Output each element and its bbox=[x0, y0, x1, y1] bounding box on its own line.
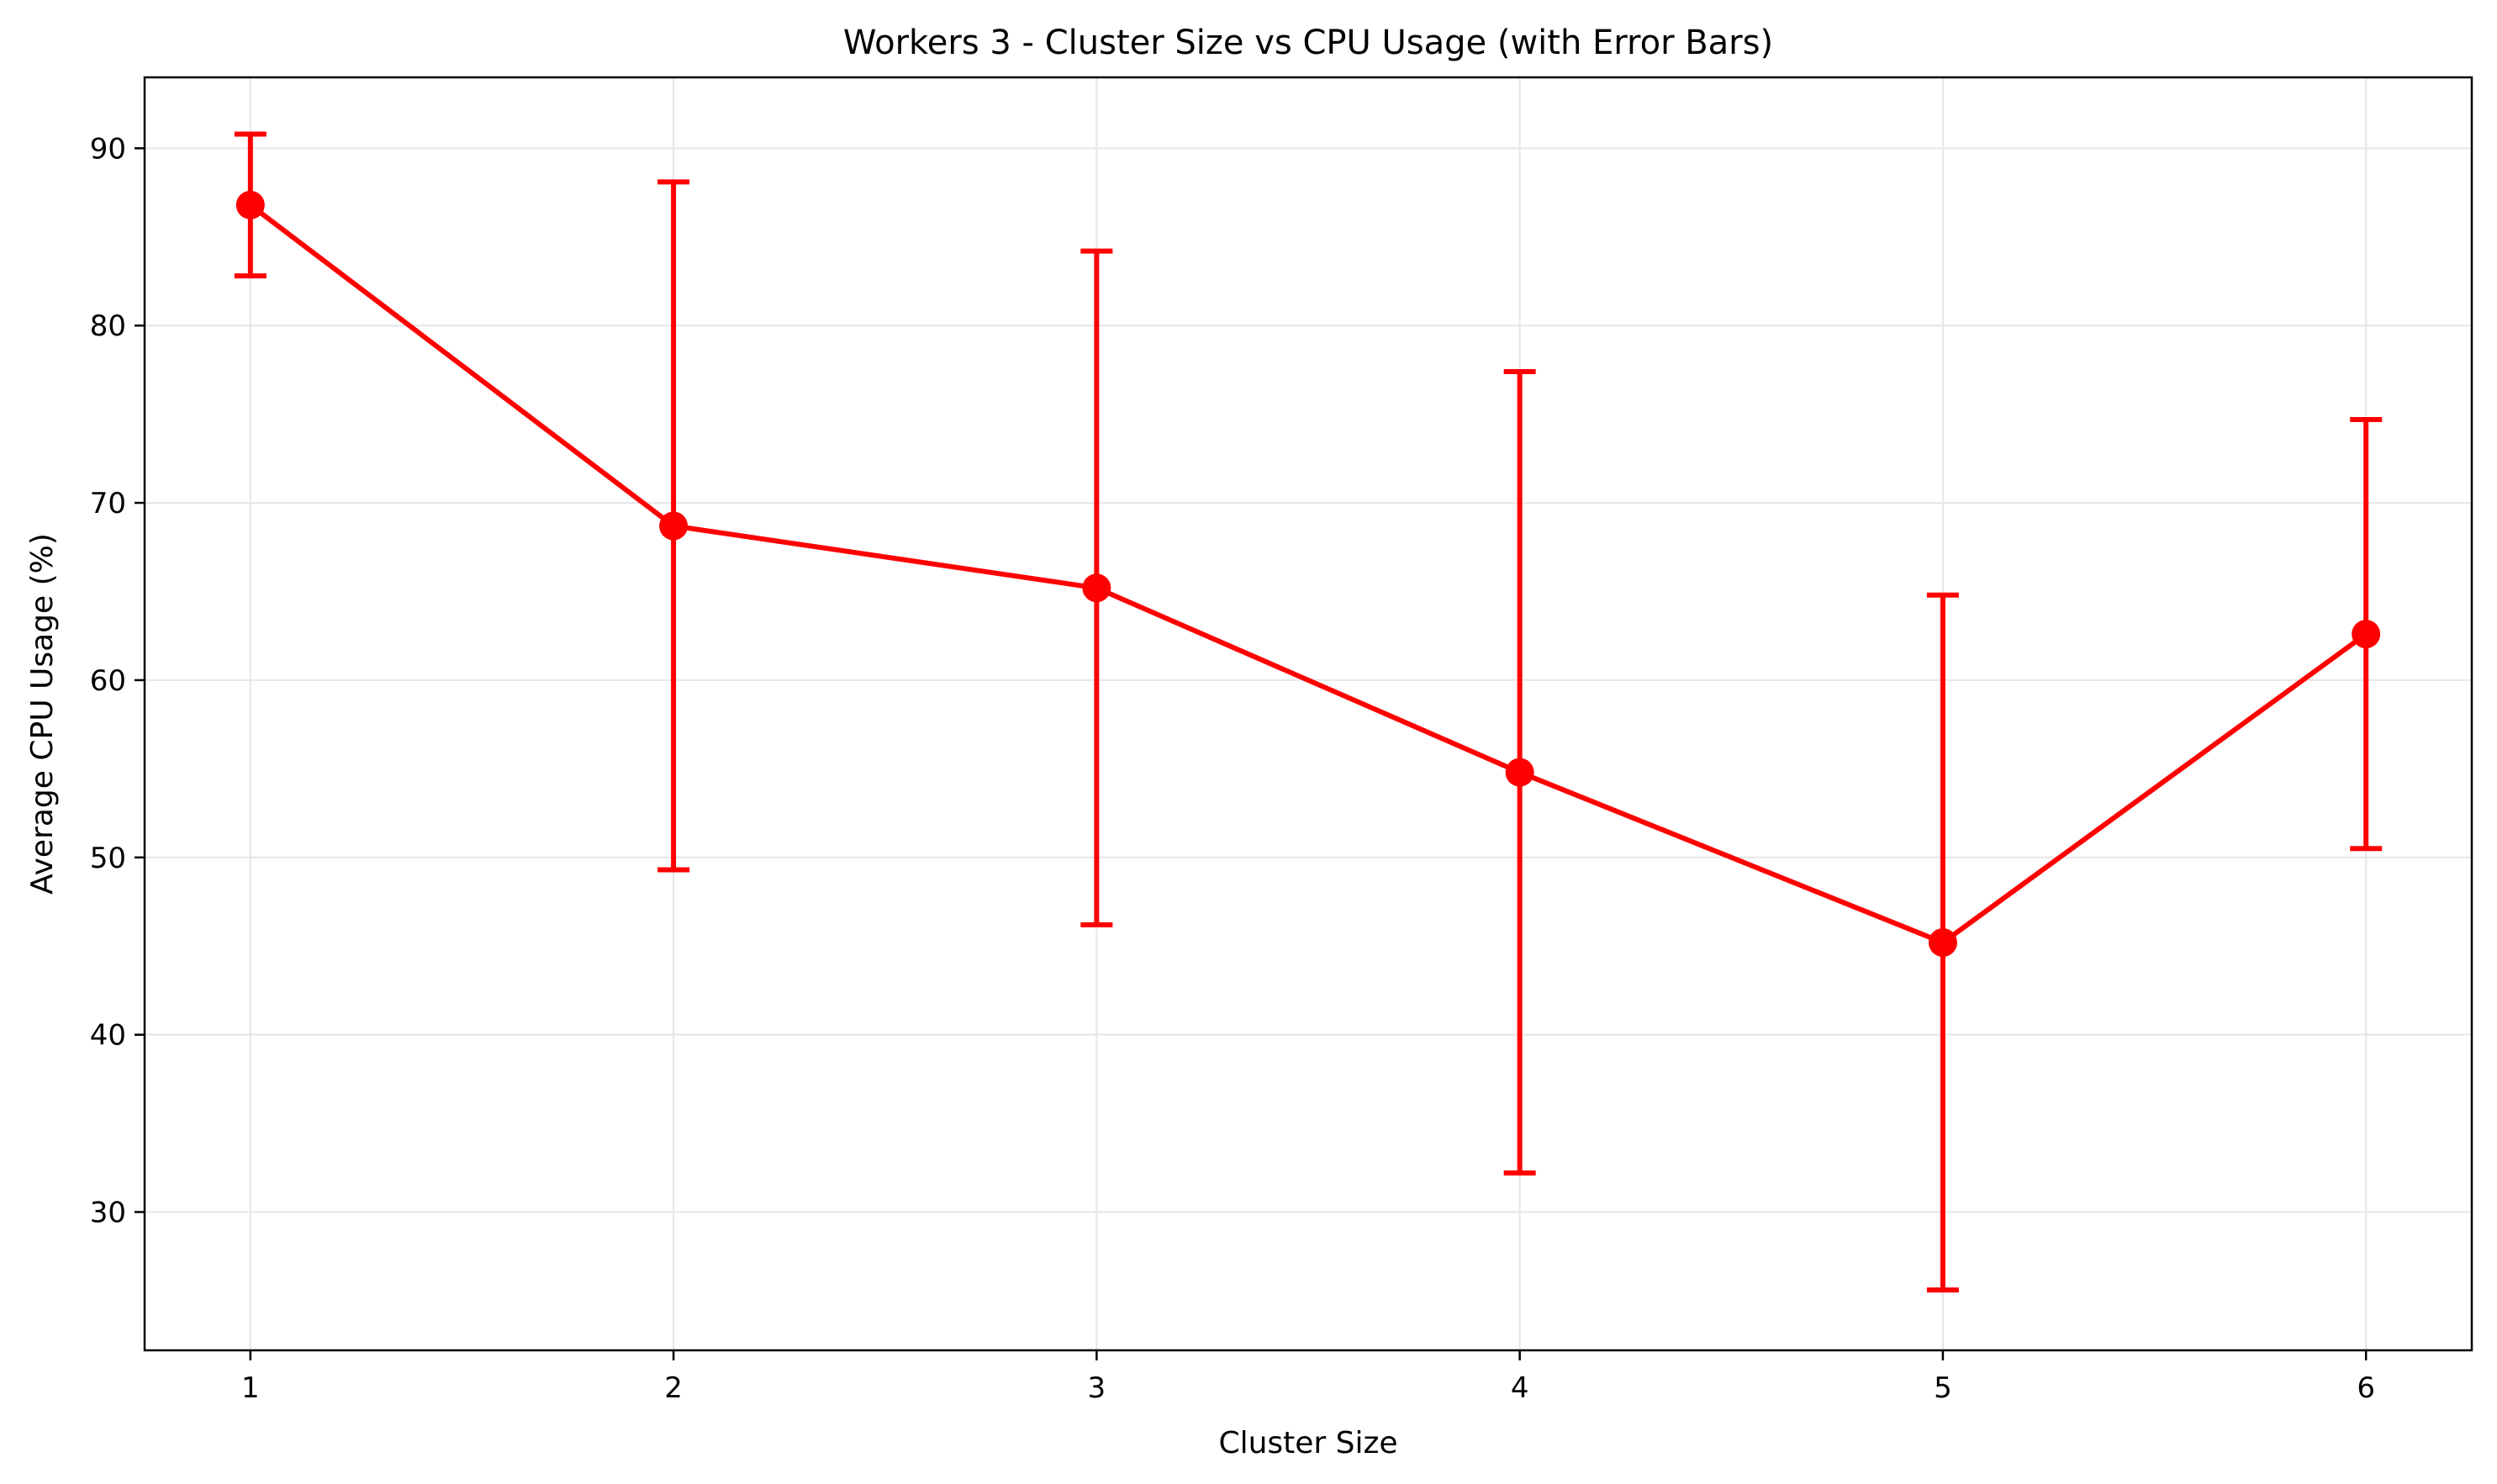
data-point bbox=[659, 511, 689, 541]
y-tick-label: 50 bbox=[90, 842, 126, 875]
x-tick-label: 1 bbox=[241, 1371, 260, 1405]
y-axis-ticks: 30 40 50 60 70 80 90 bbox=[90, 132, 145, 1230]
data-point bbox=[1928, 928, 1957, 958]
x-axis-label: Cluster Size bbox=[1218, 1426, 1397, 1460]
series-polyline bbox=[249, 203, 2368, 946]
y-axis-label: Average CPU Usage (%) bbox=[25, 533, 60, 895]
x-tick-label: 5 bbox=[1934, 1371, 1952, 1405]
data-point bbox=[235, 190, 265, 219]
chart-title: Workers 3 - Cluster Size vs CPU Usage (w… bbox=[843, 24, 1773, 62]
x-tick-label: 4 bbox=[1511, 1371, 1529, 1405]
y-tick-label: 60 bbox=[90, 664, 126, 698]
x-tick-label: 3 bbox=[1088, 1371, 1106, 1405]
data-points bbox=[235, 190, 2381, 958]
x-tick-label: 2 bbox=[664, 1371, 683, 1405]
x-tick-label: 6 bbox=[2357, 1371, 2375, 1405]
data-point bbox=[1505, 758, 1534, 787]
y-tick-label: 30 bbox=[90, 1196, 126, 1230]
y-tick-label: 90 bbox=[90, 132, 126, 166]
plot-frame bbox=[143, 76, 2473, 1352]
y-tick-label: 40 bbox=[90, 1019, 126, 1053]
data-point bbox=[2352, 620, 2381, 649]
series-line bbox=[249, 203, 2368, 946]
y-tick-label: 80 bbox=[90, 309, 126, 343]
data-point bbox=[1082, 573, 1111, 603]
x-axis-ticks: 1 2 3 4 5 6 bbox=[241, 1350, 2375, 1405]
y-tick-label: 70 bbox=[90, 487, 126, 520]
